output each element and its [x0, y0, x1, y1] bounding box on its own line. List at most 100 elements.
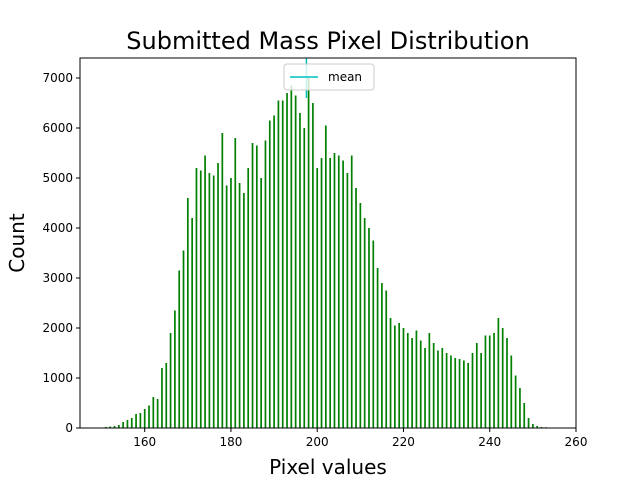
bar-191	[277, 100, 280, 428]
x-tick-label-160: 160	[133, 435, 156, 449]
bar-248	[523, 403, 526, 428]
x-tick-label-260: 260	[565, 435, 588, 449]
bar-163	[156, 399, 159, 428]
x-axis-label: Pixel values	[269, 455, 387, 479]
bar-185	[251, 143, 254, 428]
bar-187	[260, 178, 262, 428]
bar-221	[406, 333, 409, 428]
x-tick-label-240: 240	[478, 435, 501, 449]
bar-159	[139, 413, 142, 428]
x-axis-ticks: 160 180 200 220 240 260	[133, 428, 587, 449]
bar-169	[182, 250, 185, 428]
bar-155	[122, 422, 124, 428]
bar-226	[428, 333, 431, 428]
bar-175	[208, 173, 211, 428]
bar-228	[437, 350, 439, 428]
bar-243	[501, 328, 504, 428]
bar-196	[299, 113, 301, 428]
bar-190	[273, 115, 275, 428]
bar-249	[527, 418, 530, 428]
bar-189	[268, 120, 271, 428]
y-tick-label-2000: 2000	[42, 321, 73, 335]
bar-206	[342, 160, 344, 428]
bar-162	[152, 397, 155, 428]
bar-246	[514, 375, 517, 428]
bar-201	[320, 158, 323, 428]
bar-167	[174, 310, 176, 428]
bar-195	[294, 95, 297, 428]
bar-235	[467, 363, 470, 428]
bar-161	[148, 405, 150, 428]
chart-title: Submitted Mass Pixel Distribution	[126, 27, 529, 55]
legend-box	[283, 63, 375, 91]
y-tick-label-5000: 5000	[42, 171, 73, 185]
bar-178	[221, 133, 224, 428]
y-tick-label-3000: 3000	[42, 271, 73, 285]
bar-180	[230, 178, 232, 428]
legend-mean-label: mean	[328, 70, 362, 84]
bar-152	[109, 426, 112, 428]
bar-236	[471, 353, 474, 428]
bar-158	[135, 414, 137, 428]
bar-250	[532, 424, 534, 428]
bar-231	[450, 355, 452, 428]
bar-177	[217, 163, 219, 428]
bar-179	[225, 185, 228, 428]
bar-154	[117, 425, 120, 428]
bar-184	[247, 168, 250, 428]
bar-251	[536, 426, 539, 428]
x-tick-label-220: 220	[392, 435, 415, 449]
bar-164	[161, 368, 163, 428]
bar-207	[346, 173, 349, 428]
bar-211	[363, 218, 366, 428]
bar-222	[411, 338, 413, 428]
bar-171	[191, 218, 193, 428]
bar-242	[497, 318, 500, 428]
bar-172	[195, 168, 198, 428]
bar-192	[281, 100, 284, 428]
bar-234	[463, 360, 465, 428]
bar-157	[130, 418, 133, 428]
y-tick-label-1000: 1000	[42, 371, 73, 385]
legend: mean	[283, 63, 375, 91]
bar-237	[475, 343, 478, 428]
bar-232	[454, 358, 457, 428]
bar-168	[178, 270, 181, 428]
bar-215	[381, 283, 383, 428]
bar-220	[402, 328, 405, 428]
bars-group	[105, 78, 551, 428]
bar-216	[385, 290, 388, 428]
bar-209	[355, 188, 357, 428]
bar-199	[312, 103, 314, 428]
bar-197	[303, 128, 306, 428]
bar-244	[506, 338, 508, 428]
plot-frame	[79, 57, 577, 429]
y-tick-label-7000: 7000	[42, 71, 73, 85]
bar-245	[510, 355, 513, 428]
bar-188	[264, 140, 267, 428]
bar-210	[359, 203, 362, 428]
bar-193	[286, 93, 288, 428]
bar-186	[255, 145, 258, 428]
bar-224	[419, 340, 422, 428]
y-tick-label-6000: 6000	[42, 121, 73, 135]
bar-174	[204, 155, 206, 428]
bar-214	[376, 268, 379, 428]
bar-241	[493, 333, 495, 428]
bar-200	[316, 168, 319, 428]
bar-156	[126, 420, 129, 428]
bar-166	[169, 333, 172, 428]
bar-176	[212, 175, 215, 428]
bar-208	[350, 155, 353, 428]
bar-173	[199, 170, 202, 428]
y-axis-label: Count	[5, 213, 29, 273]
bar-240	[488, 335, 491, 428]
bar-198	[307, 78, 310, 428]
bar-203	[329, 158, 332, 428]
bar-205	[337, 155, 340, 428]
bar-182	[238, 183, 241, 428]
bar-153	[113, 426, 116, 428]
bar-213	[372, 240, 375, 428]
bar-238	[480, 353, 482, 428]
